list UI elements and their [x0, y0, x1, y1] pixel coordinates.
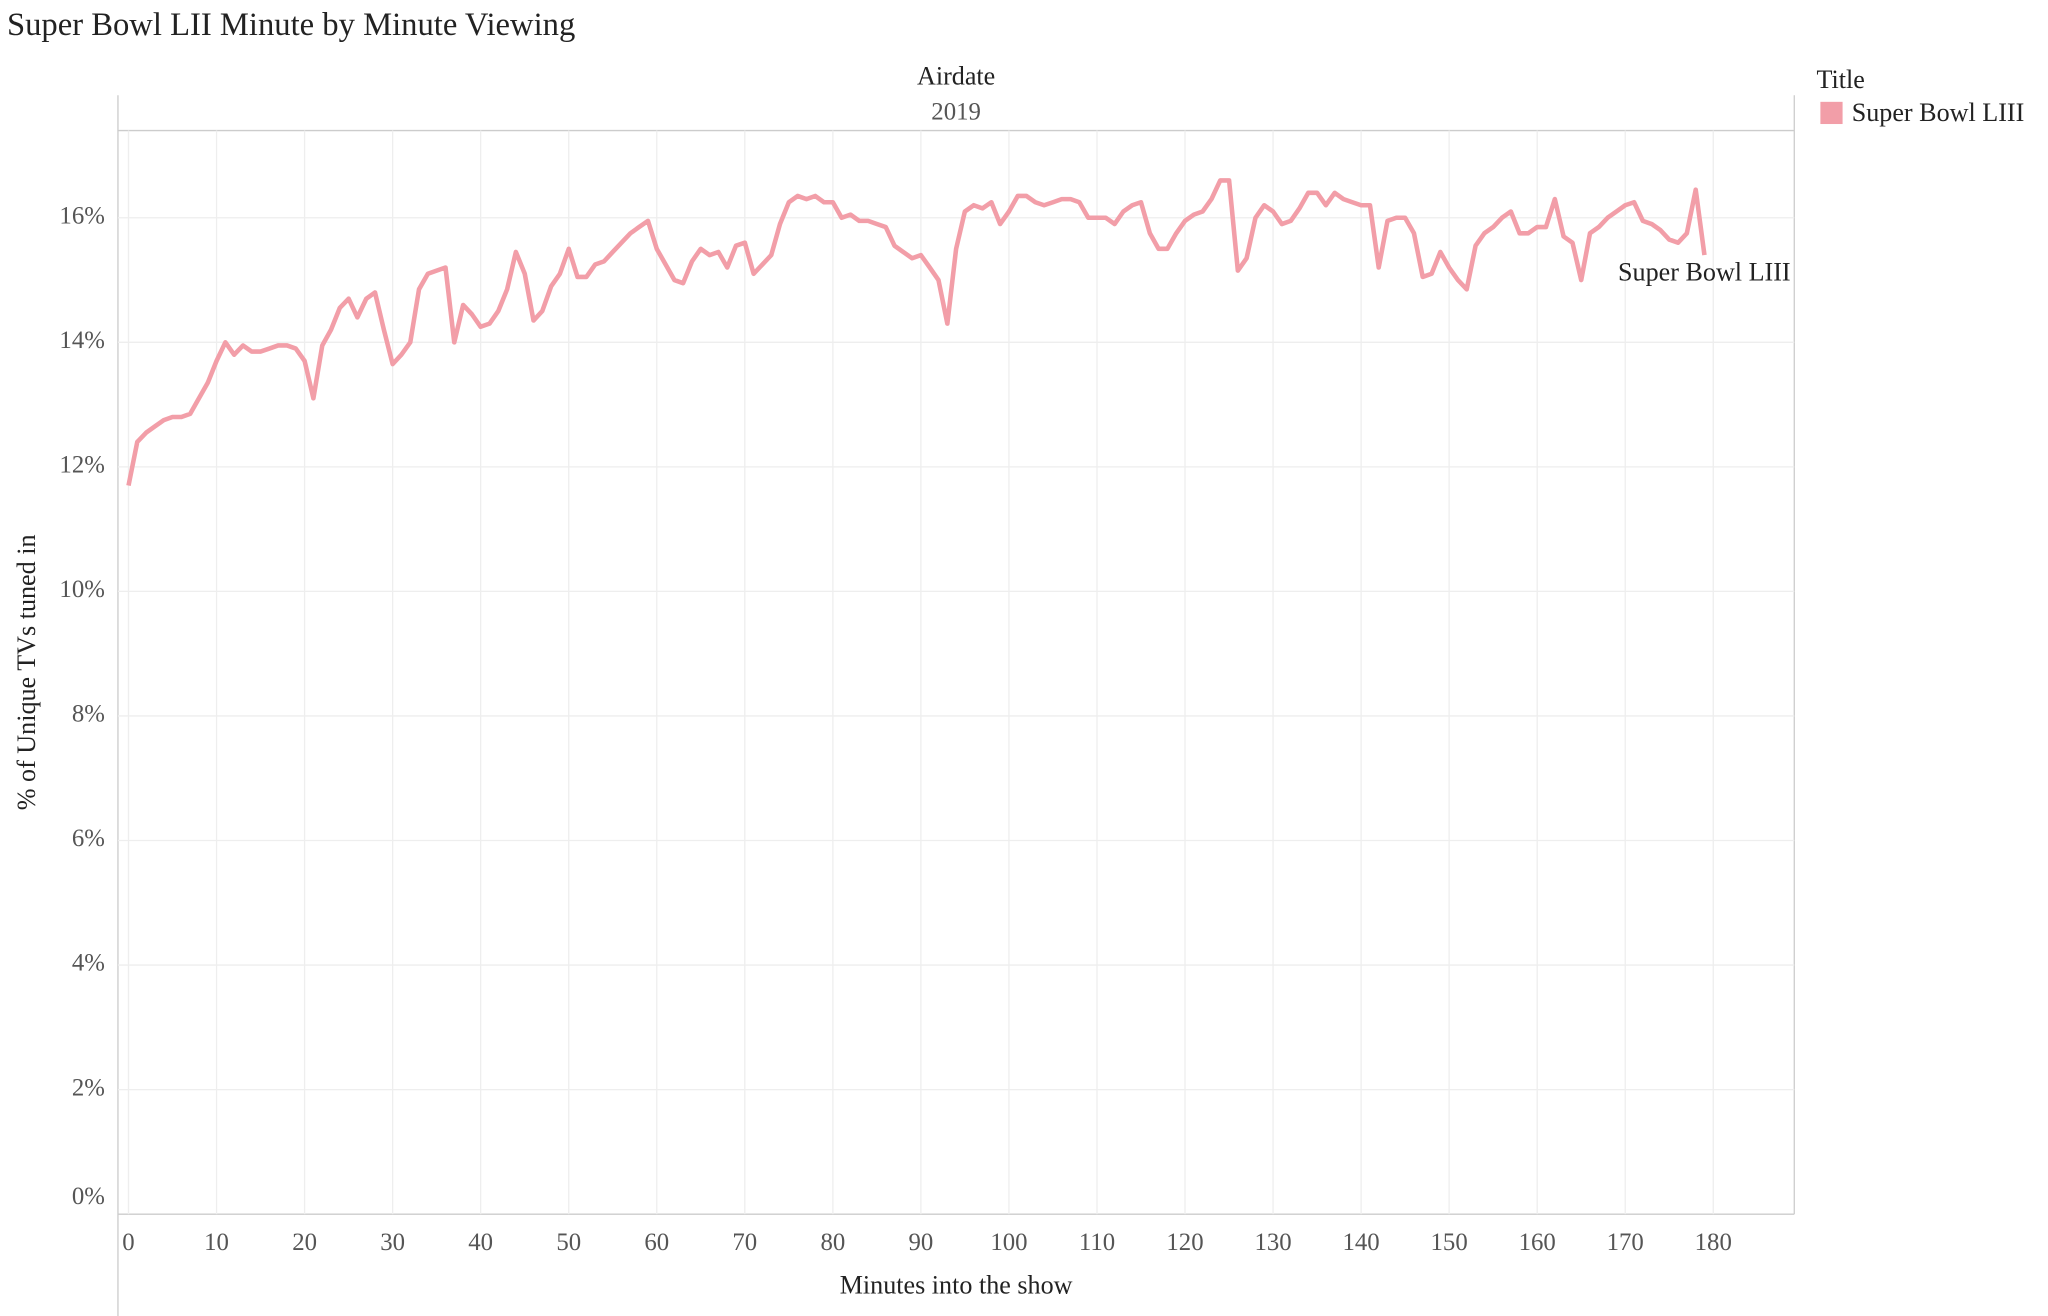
series-line	[126, 178, 1707, 486]
series-annotation: Super Bowl LIII	[1618, 258, 1791, 287]
x-tick-label: 170	[1607, 1229, 1644, 1256]
y-tick-label: 4%	[72, 950, 105, 977]
y-tick-label: 2%	[72, 1074, 105, 1101]
x-tick-label: 60	[644, 1229, 669, 1256]
y-tick-label: 0%	[72, 1183, 105, 1210]
legend-swatch	[1820, 101, 1843, 125]
y-tick-label: 6%	[72, 825, 105, 852]
x-axis-label: Minutes into the show	[840, 1270, 1073, 1299]
y-tick-label: 12%	[59, 452, 104, 479]
x-tick-label: 50	[556, 1229, 581, 1256]
x-tick-label: 160	[1519, 1229, 1556, 1256]
x-tick-label: 20	[292, 1229, 317, 1256]
x-tick-label: 90	[908, 1229, 933, 1256]
x-tick-label: 70	[732, 1229, 757, 1256]
x-tick-label: 100	[990, 1229, 1027, 1256]
x-tick-label: 120	[1166, 1229, 1203, 1256]
y-tick-label: 8%	[72, 701, 105, 728]
y-tick-label: 10%	[59, 576, 104, 603]
y-axis-label: % of Unique TVs tuned in	[12, 534, 41, 810]
legend-title: Title	[1816, 65, 1864, 94]
legend-label: Super Bowl LIII	[1852, 98, 2025, 127]
x-tick-label: 0	[122, 1229, 134, 1256]
x-tick-label: 30	[380, 1229, 405, 1256]
header-value: 2019	[931, 98, 981, 125]
y-tick-label: 16%	[59, 202, 104, 229]
header-title: Airdate	[917, 61, 995, 90]
x-tick-label: 130	[1254, 1229, 1291, 1256]
chart-title: Super Bowl LII Minute by Minute Viewing	[7, 7, 575, 43]
x-tick-label: 110	[1079, 1229, 1115, 1256]
x-tick-label: 40	[468, 1229, 493, 1256]
x-tick-label: 10	[204, 1229, 229, 1256]
x-tick-label: 180	[1695, 1229, 1732, 1256]
x-tick-label: 140	[1343, 1229, 1380, 1256]
x-tick-label: 150	[1431, 1229, 1468, 1256]
y-tick-label: 14%	[59, 327, 104, 354]
x-tick-label: 80	[820, 1229, 845, 1256]
